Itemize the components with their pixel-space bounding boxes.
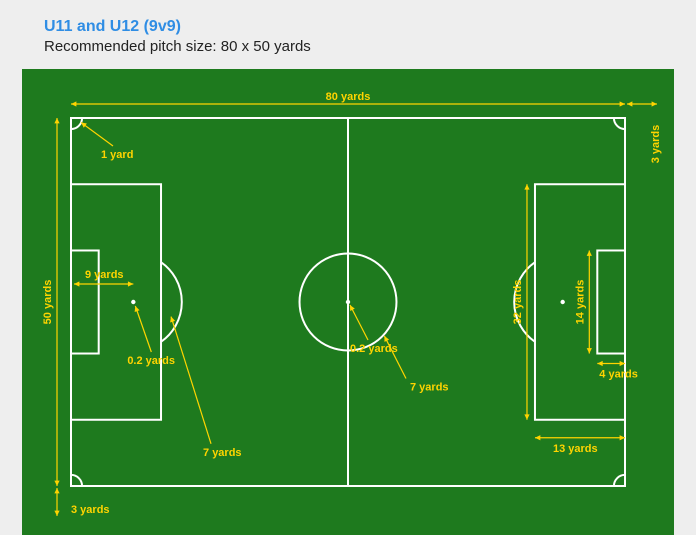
svg-text:7 yards: 7 yards bbox=[203, 447, 242, 459]
svg-text:9 yards: 9 yards bbox=[85, 269, 124, 281]
pitch-diagram: 80 yards 3 yards 50 yards 3 yards 1 yard 9 ya… bbox=[22, 69, 674, 535]
svg-text:1 yard: 1 yard bbox=[101, 149, 133, 161]
svg-text:32 yards: 32 yards bbox=[512, 280, 524, 325]
svg-text:80 yards: 80 yards bbox=[326, 91, 371, 103]
svg-text:7 yards: 7 yards bbox=[410, 381, 449, 393]
heading-area: U11 and U12 (9v9) Recommended pitch size… bbox=[0, 18, 696, 69]
svg-text:13 yards: 13 yards bbox=[553, 443, 598, 455]
page-subtitle: Recommended pitch size: 80 x 50 yards bbox=[44, 38, 696, 55]
svg-text:14 yards: 14 yards bbox=[574, 280, 586, 325]
svg-text:4 yards: 4 yards bbox=[599, 369, 638, 381]
svg-text:50 yards: 50 yards bbox=[42, 280, 54, 325]
svg-text:0.2 yards: 0.2 yards bbox=[127, 355, 175, 367]
svg-text:3 yards: 3 yards bbox=[650, 125, 662, 164]
page-title: U11 and U12 (9v9) bbox=[44, 18, 696, 36]
svg-text:3 yards: 3 yards bbox=[71, 504, 110, 516]
